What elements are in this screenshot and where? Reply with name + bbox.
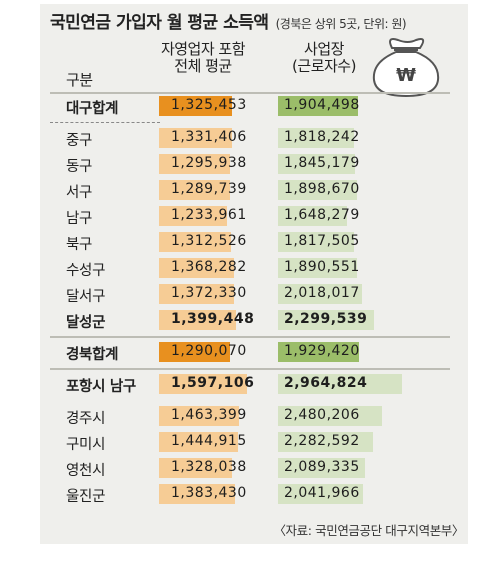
- category-label: 남구: [66, 211, 93, 227]
- value-label-workplace: 1,817,505: [284, 233, 360, 249]
- bar-workplace: [278, 232, 354, 252]
- bar-total-average: [159, 232, 231, 252]
- value-label-workplace: 1,929,420: [284, 343, 360, 359]
- section-divider: [50, 336, 450, 338]
- value-label-total-average: 1,312,526: [171, 233, 247, 249]
- category-label: 대구합계: [66, 101, 119, 117]
- bar-total-average: [159, 206, 227, 226]
- row-header: 구분: [66, 71, 93, 89]
- bar-total-average: [159, 458, 232, 478]
- header-divider: [50, 92, 450, 94]
- bar-workplace: [278, 206, 347, 226]
- category-label: 경북합계: [66, 347, 119, 363]
- value-label-total-average: 1,463,399: [171, 407, 247, 423]
- value-label-workplace: 1,890,551: [284, 259, 360, 275]
- value-label-workplace: 1,648,279: [284, 207, 360, 223]
- col2-header-line2: (근로자수): [292, 57, 356, 75]
- value-label-total-average: 1,290,070: [171, 343, 247, 359]
- value-label-workplace: 1,845,179: [284, 155, 360, 171]
- category-label: 영천시: [66, 463, 106, 479]
- bar-workplace: [278, 180, 357, 200]
- chart-subtitle: (경북은 상위 5곳, 단위: 원): [275, 17, 407, 31]
- value-label-workplace: 2,299,539: [284, 311, 368, 327]
- value-label-workplace: 2,282,592: [284, 433, 360, 449]
- category-label: 구미시: [66, 437, 106, 453]
- value-label-workplace: 2,480,206: [284, 407, 360, 423]
- value-label-workplace: 2,041,966: [284, 485, 360, 501]
- bar-total-average: [159, 258, 234, 278]
- col1-header-line2: 전체 평균: [174, 57, 232, 75]
- value-label-workplace: 2,964,824: [284, 375, 368, 391]
- value-label-total-average: 1,289,739: [171, 181, 247, 197]
- bar-total-average: [159, 432, 238, 452]
- category-label: 경주시: [66, 411, 106, 427]
- value-label-total-average: 1,383,430: [171, 485, 247, 501]
- value-label-total-average: 1,368,282: [171, 259, 247, 275]
- money-bag-won-icon: ₩: [372, 38, 440, 98]
- bar-workplace: [278, 406, 382, 426]
- bar-total-average: [159, 180, 230, 200]
- category-label: 달성군: [66, 315, 106, 331]
- value-label-total-average: 1,444,915: [171, 433, 247, 449]
- bar-total-average: [159, 154, 230, 174]
- col1-header: 자영업자 포함 전체 평균: [148, 41, 258, 75]
- bar-total-average: [159, 128, 232, 148]
- category-label: 울진군: [66, 489, 106, 505]
- bar-total-average: [159, 342, 230, 362]
- bar-total-average: [159, 406, 239, 426]
- section-divider: [50, 368, 450, 370]
- value-label-total-average: 1,328,038: [171, 459, 247, 475]
- value-label-total-average: 1,372,330: [171, 285, 247, 301]
- chart-title: 국민연금 가입자 월 평균 소득액: [50, 13, 269, 33]
- won-symbol: ₩: [396, 65, 416, 86]
- category-label: 동구: [66, 159, 93, 175]
- value-label-total-average: 1,399,448: [171, 311, 255, 327]
- bar-workplace: [278, 374, 402, 394]
- bar-workplace: [278, 458, 365, 478]
- category-label: 서구: [66, 185, 93, 201]
- bar-total-average: [159, 484, 235, 504]
- source-note: 〈자료: 국민연금공단 대구지역본부〉: [273, 523, 464, 538]
- bar-total-average: [159, 284, 234, 304]
- category-label: 수성구: [66, 263, 106, 279]
- value-label-workplace: 2,089,335: [284, 459, 360, 475]
- value-label-total-average: 1,325,453: [171, 97, 247, 113]
- bar-total-average: [159, 374, 247, 394]
- value-label-workplace: 1,818,242: [284, 129, 360, 145]
- category-label: 북구: [66, 237, 93, 253]
- value-label-total-average: 1,331,406: [171, 129, 247, 145]
- value-label-workplace: 1,904,498: [284, 97, 360, 113]
- bar-workplace: [278, 154, 355, 174]
- category-label: 포항시 남구: [66, 379, 136, 395]
- bar-workplace: [278, 96, 358, 116]
- bar-workplace: [278, 432, 373, 452]
- bar-workplace: [278, 284, 362, 304]
- section-dashed-divider: [50, 122, 160, 123]
- bar-workplace: [278, 342, 359, 362]
- value-label-total-average: 1,597,106: [171, 375, 255, 391]
- bar-workplace: [278, 310, 374, 330]
- bar-workplace: [278, 258, 357, 278]
- col1-header-line1: 자영업자 포함: [160, 40, 246, 58]
- col2-header-line1: 사업장: [304, 40, 344, 58]
- value-label-workplace: 1,898,670: [284, 181, 360, 197]
- bar-total-average: [159, 96, 232, 116]
- bar-workplace: [278, 128, 354, 148]
- value-label-workplace: 2,018,017: [284, 285, 360, 301]
- value-label-total-average: 1,295,938: [171, 155, 247, 171]
- category-label: 중구: [66, 133, 93, 149]
- chart-title-block: 국민연금 가입자 월 평균 소득액 (경북은 상위 5곳, 단위: 원): [50, 8, 407, 33]
- category-label: 달서구: [66, 289, 106, 305]
- bar-total-average: [159, 310, 236, 330]
- value-label-total-average: 1,233,961: [171, 207, 247, 223]
- bar-workplace: [278, 484, 363, 504]
- col2-header: 사업장 (근로자수): [274, 41, 374, 75]
